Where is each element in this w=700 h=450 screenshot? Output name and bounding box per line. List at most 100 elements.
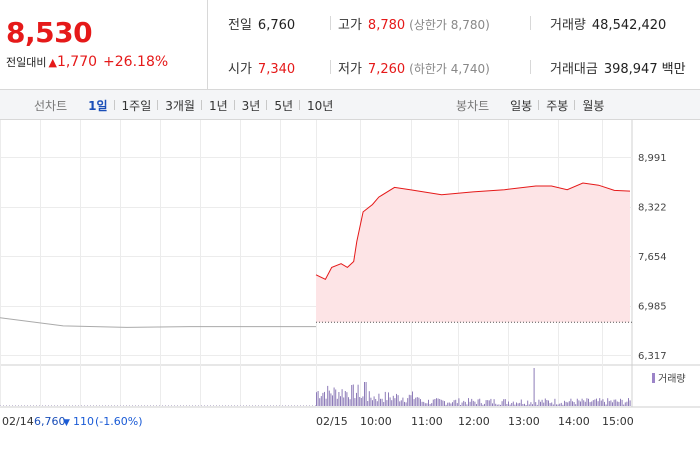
volume-bar	[557, 404, 559, 406]
tab-1year[interactable]: 1년	[200, 97, 235, 114]
volume-bar	[426, 403, 428, 406]
volume-bar	[343, 397, 345, 406]
tab-3month[interactable]: 3개월	[157, 97, 202, 114]
volume-bar	[496, 404, 498, 406]
x-tick-label: 14:00	[558, 415, 590, 428]
stat-high: 고가 8,780 (상한가 8,780)	[338, 14, 490, 33]
tab-5year[interactable]: 5년	[266, 97, 300, 114]
volume-bar	[541, 399, 543, 406]
volume-bar	[93, 405, 94, 406]
volume-bar	[359, 397, 361, 406]
stat-label: 고가	[338, 18, 362, 33]
volume-bar	[500, 404, 501, 406]
volume-bar	[607, 398, 609, 406]
volume-bar	[57, 405, 58, 406]
volume-bar	[258, 405, 259, 406]
volume-bar	[6, 405, 7, 406]
volume-legend-swatch	[652, 373, 655, 383]
volume-bar	[267, 405, 268, 406]
candle-chart-tabs: 봉차트 일봉 주봉 월봉	[456, 90, 611, 120]
down-arrow-icon: ▼	[63, 418, 70, 428]
volume-bar	[469, 401, 471, 406]
volume-bar	[480, 403, 482, 406]
volume-bar	[458, 398, 460, 406]
volume-bar	[584, 401, 586, 406]
volume-bar	[391, 400, 393, 406]
tab-monthly[interactable]: 월봉	[574, 97, 611, 114]
volume-bar	[153, 405, 154, 406]
volume-bar	[24, 405, 25, 406]
volume-bar	[578, 400, 580, 406]
volume-bar	[300, 405, 301, 406]
tab-3year[interactable]: 3년	[233, 97, 268, 114]
volume-bar	[383, 402, 385, 406]
volume-bar	[514, 404, 516, 406]
x-tick-label: 11:00	[411, 415, 443, 428]
volume-bar	[495, 403, 497, 406]
volume-bar	[332, 395, 333, 406]
volume-bar	[192, 405, 193, 406]
tab-daily[interactable]: 일봉	[510, 98, 533, 113]
volume-bar	[389, 397, 391, 406]
volume-bar	[536, 404, 538, 406]
volume-bar	[201, 405, 202, 406]
line-chart-tabs: 선차트 1일 1주일 3개월 1년 3년 5년 10년	[34, 90, 340, 120]
volume-bar	[252, 405, 253, 406]
volume-bar	[231, 405, 232, 406]
volume-bar	[384, 391, 386, 406]
volume-bar	[333, 387, 335, 406]
volume-bar	[316, 392, 317, 406]
volume-bar	[362, 396, 364, 406]
prev-change: 110	[73, 415, 94, 428]
volume-bar	[392, 395, 394, 406]
x-tick-label: 12:00	[458, 415, 490, 428]
volume-bar	[532, 404, 533, 406]
stat-value: 8,780	[367, 18, 406, 33]
volume-bar	[336, 398, 338, 406]
volume-bar	[629, 400, 631, 406]
volume-bar	[198, 405, 199, 406]
volume-bar	[546, 400, 548, 406]
tab-1day[interactable]: 1일	[88, 98, 108, 113]
volume-bar	[356, 392, 357, 406]
volume-bar	[90, 405, 91, 406]
volume-bar	[597, 401, 599, 406]
volume-bar	[317, 391, 319, 406]
volume-bar	[111, 405, 112, 406]
volume-bar	[375, 399, 377, 406]
volume-bar	[421, 401, 423, 406]
line-chart-title: 선차트	[34, 98, 68, 113]
tab-1week[interactable]: 1주일	[113, 97, 159, 114]
stat-value: 398,947	[603, 62, 658, 77]
volume-bar	[105, 405, 106, 406]
volume-bar	[309, 405, 310, 406]
stat-value: 48,542,420	[591, 18, 667, 33]
current-price: 8,530	[6, 16, 93, 49]
volume-bar	[123, 405, 124, 406]
volume-bar	[524, 403, 525, 406]
stat-label: 저가	[338, 62, 362, 77]
volume-bar	[324, 391, 325, 406]
candle-chart-title: 봉차트	[456, 98, 490, 113]
volume-bar	[213, 405, 214, 406]
volume-bar	[30, 405, 31, 406]
tab-weekly[interactable]: 주봉	[538, 97, 575, 114]
volume-bar	[599, 398, 601, 406]
volume-bar	[243, 405, 244, 406]
volume-bar	[466, 404, 468, 406]
tab-10year[interactable]: 10년	[299, 97, 340, 114]
volume-bar	[600, 400, 602, 406]
volume-bar	[408, 394, 410, 406]
volume-bar	[138, 405, 139, 406]
volume-bar	[273, 405, 274, 406]
volume-bar	[528, 404, 530, 406]
volume-bar	[482, 404, 484, 406]
volume-bar	[565, 401, 567, 406]
volume-bar	[60, 405, 61, 406]
volume-bar	[42, 405, 43, 406]
volume-bar	[448, 402, 450, 406]
volume-bar	[576, 398, 578, 406]
volume-bar	[615, 399, 617, 406]
volume-bar	[624, 402, 626, 406]
volume-bar	[210, 405, 211, 406]
